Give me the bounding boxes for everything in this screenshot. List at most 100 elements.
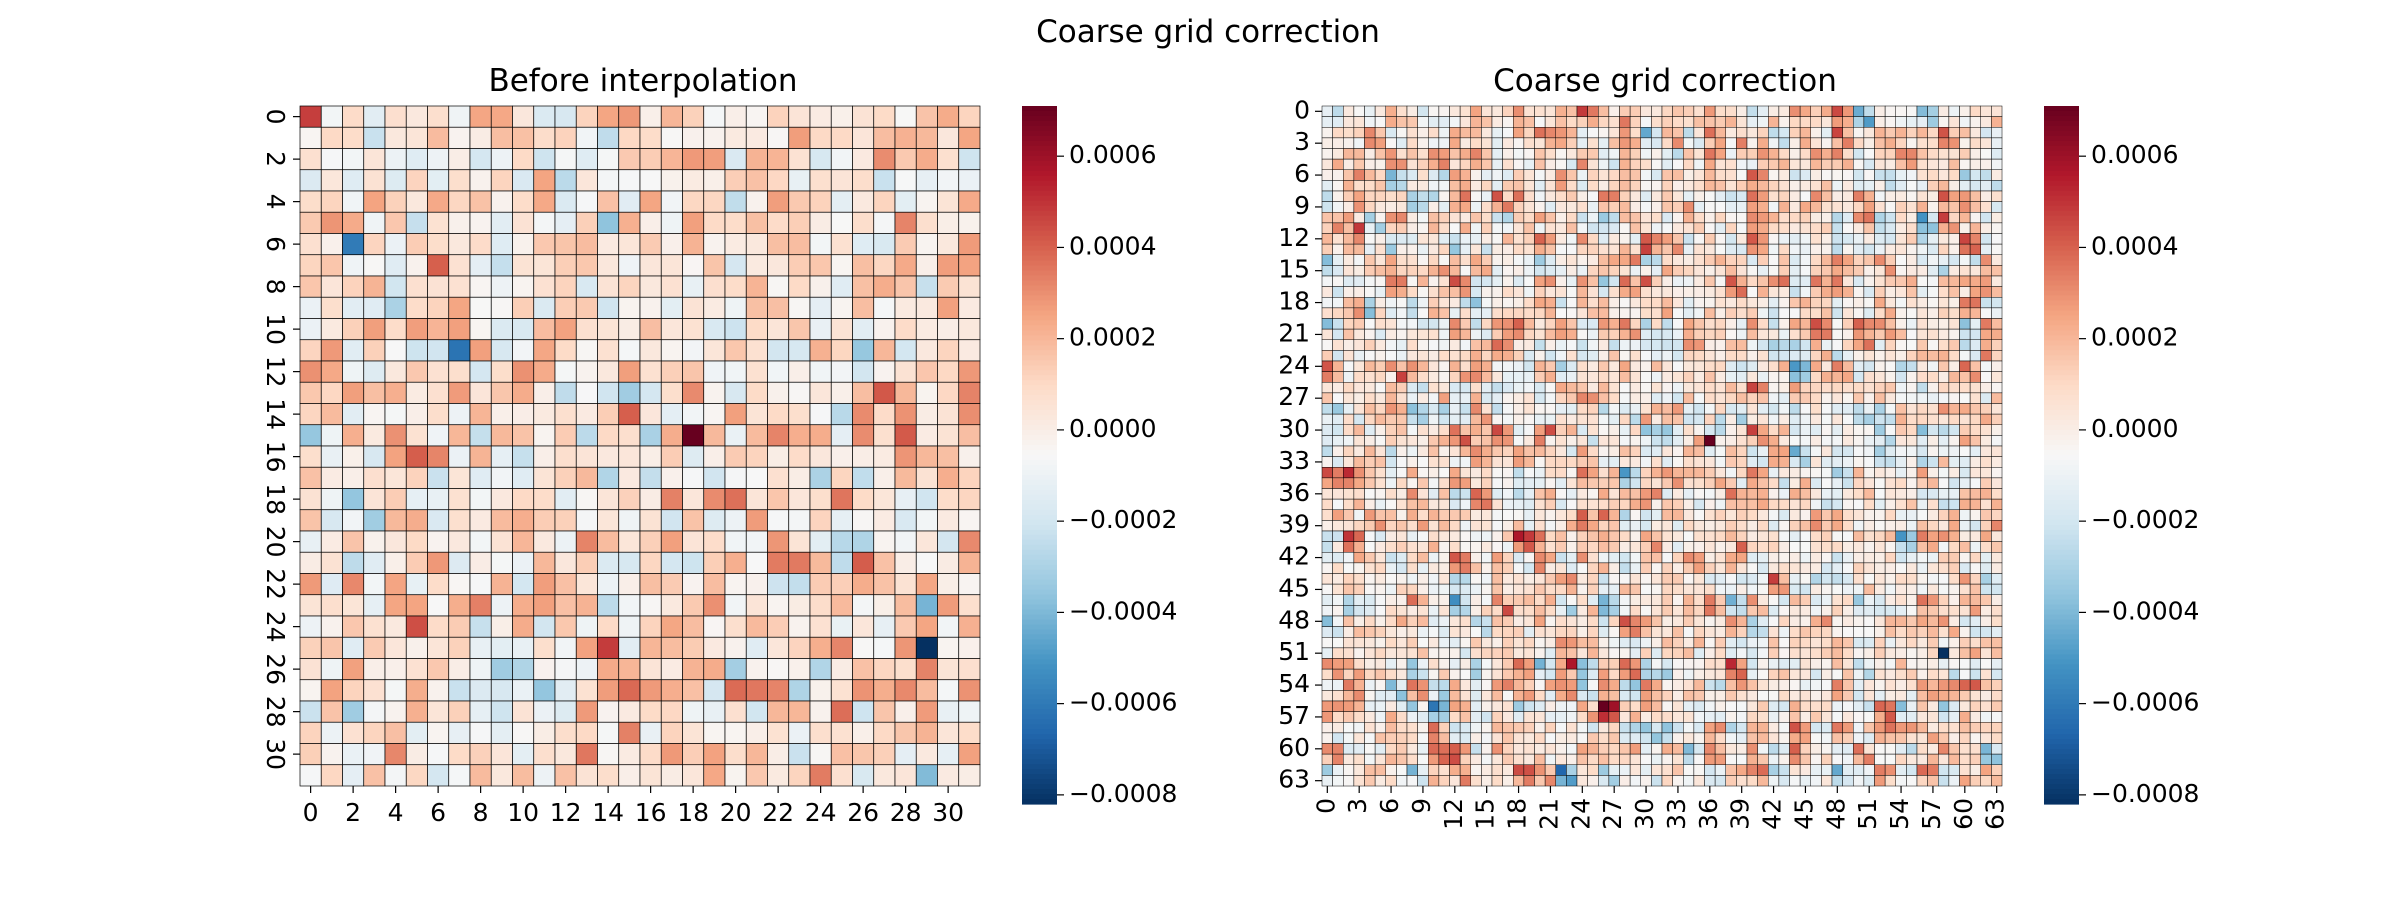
heatmap-cell	[1651, 212, 1663, 224]
heatmap-cell	[1576, 435, 1588, 447]
heatmap-cell	[1895, 339, 1907, 351]
heatmap-cell	[1374, 212, 1387, 224]
heatmap-cell	[427, 509, 450, 532]
heatmap-cell	[1959, 127, 1971, 139]
heatmap-cell	[469, 615, 492, 638]
heatmap-cell	[1640, 658, 1652, 670]
heatmap-cell	[1714, 201, 1727, 213]
heatmap-cell	[1321, 668, 1333, 681]
heatmap-cell	[1502, 626, 1514, 638]
heatmap-cell	[1725, 190, 1737, 202]
heatmap-cell	[1491, 212, 1503, 224]
heatmap-cell	[1821, 498, 1833, 511]
heatmap-cell	[1438, 297, 1450, 309]
heatmap-cell	[1959, 403, 1971, 415]
heatmap-cell	[1332, 212, 1344, 224]
heatmap-cell	[1980, 413, 1992, 426]
heatmap-cell	[1343, 711, 1355, 723]
heatmap-cell	[1502, 700, 1514, 712]
heatmap-cell	[1927, 445, 1939, 457]
heatmap-cell	[575, 658, 598, 681]
heatmap-cell	[1587, 722, 1599, 734]
heatmap-cell	[1321, 307, 1333, 319]
heatmap-cell	[1799, 148, 1812, 160]
heatmap-cell	[1364, 127, 1376, 139]
heatmap-cell	[1693, 615, 1705, 627]
heatmap-cell	[1661, 392, 1673, 404]
heatmap-cell	[1874, 552, 1886, 564]
heatmap-cell	[490, 721, 513, 744]
heatmap-cell	[512, 466, 535, 489]
heatmap-cell	[1374, 562, 1387, 574]
heatmap-cell	[1757, 148, 1769, 160]
heatmap-cell	[1343, 254, 1355, 266]
heatmap-cell	[1353, 722, 1365, 734]
heatmap-cell	[1321, 573, 1333, 585]
heatmap-cell	[1661, 722, 1673, 734]
heatmap-cell	[1683, 700, 1695, 712]
heatmap-cell	[1693, 169, 1705, 181]
heatmap-cell	[1704, 339, 1716, 351]
heatmap-cell	[1661, 105, 1673, 117]
heatmap-cell	[1523, 477, 1535, 489]
heatmap-cell	[427, 615, 450, 638]
heatmap-cell	[1736, 148, 1748, 160]
heatmap-cell	[1906, 222, 1918, 234]
heatmap-cell	[1406, 700, 1418, 712]
heatmap-cell	[1598, 435, 1610, 447]
heatmap-cell	[1470, 413, 1482, 426]
heatmap-cell	[1417, 212, 1429, 224]
heatmap-cell	[1831, 435, 1843, 447]
heatmap-cell	[1884, 658, 1897, 670]
heatmap-cell	[852, 190, 875, 213]
heatmap-cell	[724, 721, 747, 744]
heatmap-cell	[788, 105, 811, 128]
heatmap-cell	[320, 403, 343, 426]
heatmap-cell	[1587, 339, 1599, 351]
heatmap-cell	[1321, 424, 1333, 436]
heatmap-cell	[1736, 530, 1748, 542]
heatmap-cell	[639, 594, 662, 617]
heatmap-cell	[1438, 626, 1450, 638]
colorbar-segment	[1022, 774, 1057, 780]
heatmap-cell	[1810, 679, 1822, 691]
heatmap-cell	[554, 700, 577, 723]
heatmap-cell	[1651, 498, 1663, 511]
heatmap-cell	[299, 169, 322, 192]
heatmap-cell	[1736, 541, 1748, 553]
heatmap-cell	[1619, 605, 1631, 617]
heatmap-cell	[1321, 382, 1333, 394]
heatmap-cell	[1927, 690, 1939, 702]
heatmap-cell	[1576, 509, 1588, 521]
heatmap-cell	[1523, 637, 1535, 649]
heatmap-cell	[1640, 668, 1652, 681]
heatmap-cell	[1449, 530, 1461, 542]
heatmap-cell	[1343, 116, 1355, 128]
heatmap-cell	[1778, 668, 1790, 681]
heatmap-cell	[1672, 615, 1684, 627]
heatmap-cell	[1736, 360, 1748, 372]
heatmap-cell	[915, 381, 938, 404]
heatmap-cell	[1651, 488, 1663, 500]
heatmap-cell	[1916, 615, 1928, 627]
heatmap-cell	[1417, 328, 1429, 341]
heatmap-cell	[1991, 382, 2003, 394]
heatmap-cell	[1321, 722, 1333, 734]
heatmap-cell	[894, 551, 917, 574]
heatmap-cell	[1683, 456, 1695, 468]
heatmap-cell	[1714, 169, 1727, 181]
heatmap-cell	[1629, 254, 1642, 266]
heatmap-cell	[1374, 371, 1387, 383]
heatmap-cell	[1406, 637, 1418, 649]
heatmap-cell	[1874, 339, 1886, 351]
heatmap-cell	[830, 424, 853, 447]
heatmap-cell	[1491, 488, 1503, 500]
heatmap-cell	[1481, 605, 1493, 617]
heatmap-cell	[1916, 541, 1928, 553]
heatmap-cell	[1927, 350, 1939, 362]
heatmap-cell	[384, 466, 407, 489]
heatmap-cell	[533, 445, 556, 468]
heatmap-cell	[1725, 509, 1737, 521]
heatmap-cell	[1927, 339, 1939, 351]
heatmap-cell	[1768, 509, 1780, 521]
